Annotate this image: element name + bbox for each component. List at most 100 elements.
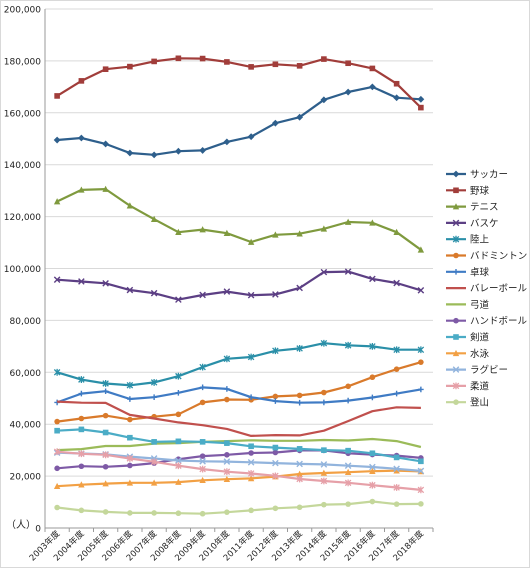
series-lines xyxy=(53,55,425,517)
data-point-marker xyxy=(127,396,133,402)
data-point-marker xyxy=(369,463,376,471)
data-point-marker xyxy=(321,399,327,406)
data-point-marker xyxy=(369,374,376,381)
legend-item: ハンドボール xyxy=(446,316,528,327)
data-point-marker xyxy=(224,386,230,392)
data-point-marker xyxy=(248,450,254,456)
data-point-marker xyxy=(320,477,328,485)
data-point-marker xyxy=(393,346,400,354)
data-point-marker xyxy=(272,449,279,456)
data-point-marker xyxy=(54,504,60,511)
data-point-marker xyxy=(224,452,230,458)
data-point-marker xyxy=(418,458,424,465)
data-point-marker xyxy=(78,507,85,514)
data-point-marker xyxy=(417,346,425,354)
data-point-marker xyxy=(272,291,279,298)
data-point-marker xyxy=(369,467,376,474)
y-tick-label: 0 xyxy=(35,525,41,535)
data-point-marker xyxy=(344,268,352,275)
data-point-marker xyxy=(54,427,60,434)
data-point-marker xyxy=(369,394,376,401)
data-point-marker xyxy=(53,276,61,283)
data-point-marker xyxy=(102,429,109,436)
series-line xyxy=(57,85,421,156)
data-point-marker xyxy=(296,475,303,483)
data-point-marker xyxy=(453,399,459,406)
series-line xyxy=(56,386,422,404)
data-point-marker xyxy=(175,55,182,62)
data-point-marker xyxy=(77,134,85,142)
legend-label: ハンドボール xyxy=(470,316,528,327)
data-point-marker xyxy=(296,504,303,511)
y-axis-unit-label: （人） xyxy=(6,519,36,531)
legend-label: サッカー xyxy=(470,170,508,181)
series-line xyxy=(57,451,421,472)
data-point-marker xyxy=(151,58,157,65)
data-point-marker xyxy=(127,416,133,423)
legend-item: 弓道 xyxy=(446,299,490,311)
data-point-marker xyxy=(175,478,182,485)
data-point-marker xyxy=(53,368,61,376)
data-point-marker xyxy=(272,459,279,467)
series-line xyxy=(57,449,422,470)
data-point-marker xyxy=(150,215,158,222)
y-tick-label: 180,000 xyxy=(4,57,41,67)
data-point-marker xyxy=(344,468,352,476)
gridlines xyxy=(45,8,433,529)
series-group xyxy=(53,185,425,253)
legend-label: 登山 xyxy=(470,398,489,409)
data-point-marker xyxy=(247,475,255,482)
series-line xyxy=(57,270,422,301)
data-point-marker xyxy=(393,454,400,461)
data-point-marker xyxy=(393,390,400,397)
y-tick-label: 100,000 xyxy=(4,265,41,275)
data-point-marker xyxy=(247,353,255,361)
data-point-marker xyxy=(369,498,376,505)
data-point-marker xyxy=(223,355,231,363)
series-line xyxy=(57,437,422,452)
data-point-marker xyxy=(320,268,328,276)
legend-item: 卓球 xyxy=(446,266,490,278)
data-point-marker xyxy=(418,359,424,365)
data-point-marker xyxy=(320,96,328,104)
data-point-marker xyxy=(345,383,351,390)
data-point-marker xyxy=(199,465,206,473)
data-point-marker xyxy=(126,286,134,294)
data-point-marker xyxy=(126,202,134,209)
data-point-marker xyxy=(223,229,231,237)
data-point-marker xyxy=(199,458,206,465)
data-point-marker xyxy=(127,510,133,516)
data-point-marker xyxy=(223,288,231,295)
data-point-marker xyxy=(393,228,400,235)
legend-label: 陸上 xyxy=(470,234,490,246)
data-point-marker xyxy=(175,228,182,235)
data-point-marker xyxy=(127,63,133,70)
data-point-marker xyxy=(345,397,351,404)
series-group xyxy=(53,339,425,389)
legend-item: サッカー xyxy=(446,170,508,181)
data-point-marker xyxy=(393,484,400,491)
y-tick-label: 60,000 xyxy=(10,369,42,379)
data-point-marker xyxy=(126,455,134,462)
data-point-marker xyxy=(78,186,85,193)
data-point-marker xyxy=(199,476,206,484)
data-point-marker xyxy=(78,481,85,488)
data-point-marker xyxy=(369,219,376,226)
legend-item: バスケ xyxy=(446,218,499,229)
data-point-marker xyxy=(453,252,459,259)
data-point-marker xyxy=(393,80,400,87)
data-point-marker xyxy=(247,470,255,477)
data-point-marker xyxy=(453,269,459,275)
data-point-marker xyxy=(247,459,255,466)
series-group xyxy=(53,268,425,303)
data-point-marker xyxy=(272,444,279,451)
data-point-marker xyxy=(368,83,376,91)
legend-label: 柔道 xyxy=(470,380,490,392)
data-point-marker xyxy=(393,94,401,102)
data-point-marker xyxy=(126,149,134,157)
data-point-marker xyxy=(54,418,60,425)
data-point-marker xyxy=(369,342,376,350)
data-point-marker xyxy=(199,55,206,62)
data-point-marker xyxy=(272,347,279,355)
data-point-marker xyxy=(345,60,351,67)
